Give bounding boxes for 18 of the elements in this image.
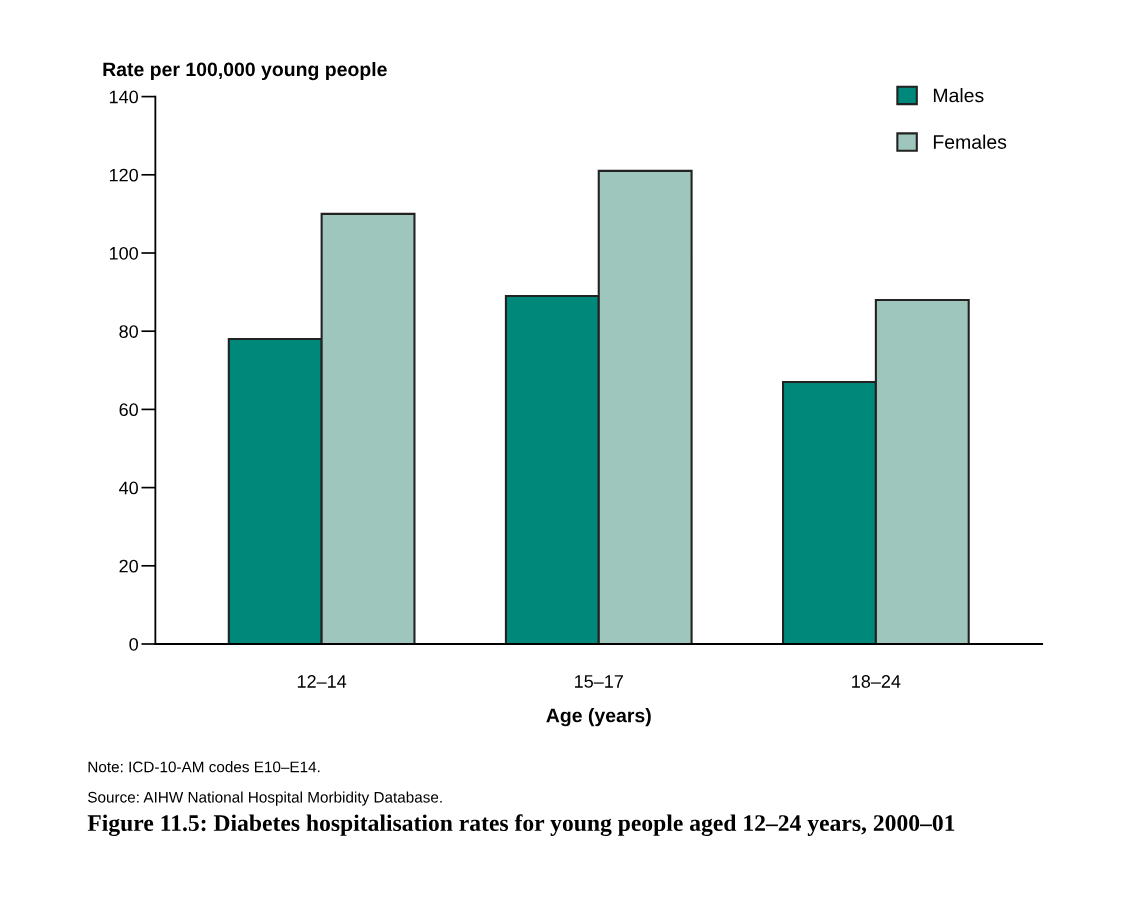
y-tick-label: 40	[119, 481, 138, 495]
y-tick-label: 60	[119, 403, 138, 417]
x-tick-label: 12–14	[297, 675, 347, 688]
y-tick-label: 120	[109, 168, 138, 182]
source-note: Source: AIHW National Hospital Morbidity Database.	[88, 791, 442, 806]
y-tick-label: 80	[119, 325, 138, 338]
x-tick-label: 18–24	[852, 675, 901, 688]
y-tick-label: 0	[129, 637, 138, 651]
legend-label: Males	[933, 88, 984, 103]
x-tick-label: 15–17	[575, 675, 623, 688]
y-tick-label: 100	[109, 246, 138, 260]
y-tick-label: 20	[119, 559, 138, 573]
y-tick-label: 140	[109, 90, 138, 104]
y-axis-title: Rate per 100,000 young people	[103, 61, 387, 81]
text: Figure 11.5: Diabetes hospitalisation rates for young people aged 12–24 years, 2000–01	[87, 814, 955, 837]
x-axis-title: Age (years)	[546, 708, 651, 727]
text: Note: ICD-10-AM codes E10–E14.	[88, 761, 320, 773]
legend-label: Females	[933, 134, 1007, 149]
